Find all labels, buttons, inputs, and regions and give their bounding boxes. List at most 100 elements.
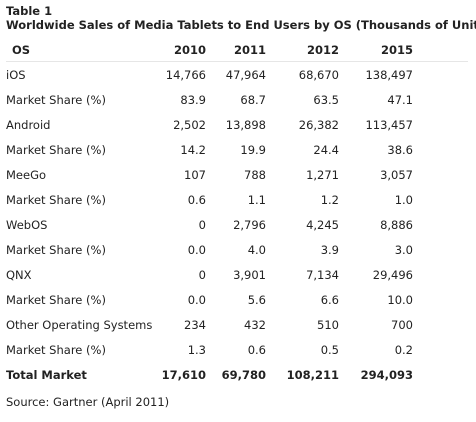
cell-2015: 3.0	[394, 242, 413, 257]
cell-spacer	[419, 362, 468, 387]
cell-2015: 38.6	[387, 142, 413, 157]
column-header-2010: 2010	[152, 43, 212, 62]
cell-2010: 0.0	[187, 242, 206, 257]
table-row: Market Share (%) 0.0 4.0 3.9 3.0	[6, 237, 468, 262]
cell-2010: 107	[184, 167, 206, 182]
row-label: Other Operating Systems	[6, 317, 153, 332]
total-2015: 294,093	[360, 367, 413, 382]
cell-2012: 24.4	[313, 142, 339, 157]
row-label: Market Share (%)	[6, 292, 106, 307]
cell-2012: 4,245	[306, 217, 339, 232]
cell-spacer	[419, 262, 468, 287]
total-2010: 17,610	[161, 367, 206, 382]
table-row: MeeGo 107 788 1,271 3,057	[6, 162, 468, 187]
cell-2012: 7,134	[306, 267, 339, 282]
row-label: MeeGo	[6, 167, 47, 182]
cell-2012: 63.5	[313, 92, 339, 107]
cell-2010: 0	[198, 267, 206, 282]
cell-2011: 19.9	[240, 142, 266, 157]
cell-2012: 1,271	[306, 167, 339, 182]
column-header-2011: 2011	[212, 43, 272, 62]
cell-2011: 1.1	[247, 192, 266, 207]
column-header-2015: 2015	[345, 43, 419, 62]
cell-2011: 788	[244, 167, 266, 182]
cell-2015: 3,057	[380, 167, 413, 182]
cell-2011: 4.0	[247, 242, 266, 257]
cell-2015: 0.2	[394, 342, 413, 357]
cell-spacer	[419, 187, 468, 212]
table-row: WebOS 0 2,796 4,245 8,886	[6, 212, 468, 237]
row-label: Market Share (%)	[6, 192, 106, 207]
cell-2010: 0	[198, 217, 206, 232]
cell-2012: 6.6	[320, 292, 339, 307]
table-row: Other Operating Systems 234 432 510 700	[6, 312, 468, 337]
cell-2015: 138,497	[365, 67, 413, 82]
table-row: Market Share (%) 0.0 5.6 6.6 10.0	[6, 287, 468, 312]
cell-2012: 0.5	[320, 342, 339, 357]
table-row: Market Share (%) 0.6 1.1 1.2 1.0	[6, 187, 468, 212]
cell-2011: 432	[244, 317, 266, 332]
cell-2012: 68,670	[298, 67, 339, 82]
row-label: iOS	[6, 67, 26, 82]
cell-2010: 14,766	[165, 67, 206, 82]
table-row: Android 2,502 13,898 26,382 113,457	[6, 112, 468, 137]
table-row: Market Share (%) 83.9 68.7 63.5 47.1	[6, 87, 468, 112]
cell-2010: 234	[184, 317, 206, 332]
row-label: QNX	[6, 267, 32, 282]
cell-spacer	[419, 112, 468, 137]
cell-2015: 1.0	[394, 192, 413, 207]
cell-2015: 29,496	[372, 267, 413, 282]
row-label: Market Share (%)	[6, 242, 106, 257]
cell-2011: 0.6	[247, 342, 266, 357]
cell-spacer	[419, 87, 468, 112]
table-title: Worldwide Sales of Media Tablets to End …	[6, 18, 476, 32]
cell-2012: 510	[317, 317, 339, 332]
document-page: Table 1 Worldwide Sales of Media Tablets…	[6, 4, 476, 409]
cell-2012: 3.9	[320, 242, 339, 257]
cell-2012: 1.2	[320, 192, 339, 207]
table-row: Market Share (%) 1.3 0.6 0.5 0.2	[6, 337, 468, 362]
row-label: Market Share (%)	[6, 92, 106, 107]
column-header-os: OS	[6, 43, 152, 62]
table-header-row: OS 2010 2011 2012 2015	[6, 43, 468, 62]
table-row: Market Share (%) 14.2 19.9 24.4 38.6	[6, 137, 468, 162]
cell-2011: 47,964	[225, 67, 266, 82]
cell-2012: 26,382	[298, 117, 339, 132]
table-label: Table 1	[6, 4, 53, 18]
table-row: iOS 14,766 47,964 68,670 138,497	[6, 62, 468, 88]
cell-spacer	[419, 212, 468, 237]
cell-2010: 83.9	[180, 92, 206, 107]
cell-2010: 1.3	[187, 342, 206, 357]
cell-2015: 8,886	[380, 217, 413, 232]
row-label: Market Share (%)	[6, 342, 106, 357]
cell-2011: 3,901	[233, 267, 266, 282]
column-spacer	[419, 43, 468, 62]
cell-2015: 47.1	[387, 92, 413, 107]
cell-spacer	[419, 137, 468, 162]
sales-table: OS 2010 2011 2012 2015 iOS 14,766 47,964…	[6, 43, 468, 387]
total-label: Total Market	[6, 367, 87, 382]
cell-spacer	[419, 162, 468, 187]
cell-2015: 10.0	[387, 292, 413, 307]
cell-2011: 68.7	[240, 92, 266, 107]
cell-2010: 2,502	[173, 117, 206, 132]
cell-2011: 5.6	[247, 292, 266, 307]
row-label: Android	[6, 117, 51, 132]
table-row: QNX 0 3,901 7,134 29,496	[6, 262, 468, 287]
row-label: WebOS	[6, 217, 48, 232]
cell-spacer	[419, 337, 468, 362]
cell-2010: 0.0	[187, 292, 206, 307]
total-row: Total Market 17,610 69,780 108,211 294,0…	[6, 362, 468, 387]
cell-spacer	[419, 287, 468, 312]
cell-2015: 700	[391, 317, 413, 332]
cell-2011: 13,898	[225, 117, 266, 132]
total-2012: 108,211	[286, 367, 339, 382]
cell-spacer	[419, 312, 468, 337]
total-2011: 69,780	[221, 367, 266, 382]
cell-2010: 14.2	[180, 142, 206, 157]
cell-2015: 113,457	[365, 117, 413, 132]
cell-2010: 0.6	[187, 192, 206, 207]
cell-2011: 2,796	[233, 217, 266, 232]
cell-spacer	[419, 62, 468, 88]
source-note: Source: Gartner (April 2011)	[6, 395, 170, 409]
